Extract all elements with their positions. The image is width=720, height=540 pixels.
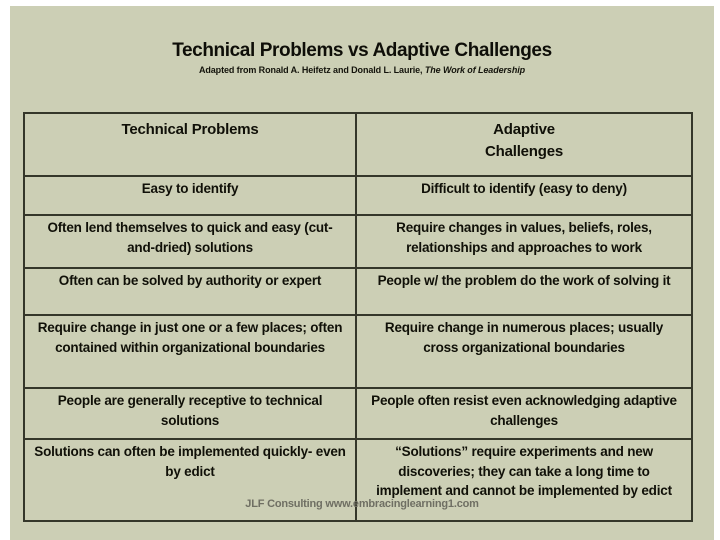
table-row: Easy to identify Difficult to identify (…: [23, 175, 693, 216]
table-row: Require change in just one or a few plac…: [23, 314, 693, 389]
comparison-table: Technical Problems Adaptive Challenges E…: [23, 112, 693, 522]
cell-technical: Often lend themselves to quick and easy …: [23, 214, 357, 269]
cell-technical: Easy to identify: [23, 175, 357, 216]
subtitle-book-title: The Work of Leadership: [424, 64, 526, 75]
slide-background: Technical Problems vs Adaptive Challenge…: [10, 6, 714, 540]
table-row: Often lend themselves to quick and easy …: [23, 214, 693, 269]
cell-adaptive: Require changes in values, beliefs, role…: [355, 214, 693, 269]
header-adaptive-challenges: Adaptive Challenges: [355, 112, 693, 177]
cell-adaptive: Difficult to identify (easy to deny): [355, 175, 693, 216]
header-technical-problems: Technical Problems: [23, 112, 357, 177]
cell-technical: Require change in just one or a few plac…: [23, 314, 357, 389]
footer-credit: JLF Consulting www.embracinglearning1.co…: [245, 498, 479, 510]
cell-technical: Solutions can often be implemented quick…: [23, 438, 357, 522]
cell-adaptive: “Solutions” require experiments and new …: [355, 438, 693, 522]
cell-adaptive: Require change in numerous places; usual…: [355, 314, 693, 389]
cell-technical: Often can be solved by authority or expe…: [23, 267, 357, 316]
table-row: Solutions can often be implemented quick…: [23, 438, 693, 522]
slide-subtitle: Adapted from Ronald A. Heifetz and Donal…: [10, 65, 714, 75]
slide-title: Technical Problems vs Adaptive Challenge…: [172, 40, 552, 61]
table-row: Often can be solved by authority or expe…: [23, 267, 693, 316]
table-row: People are generally receptive to techni…: [23, 387, 693, 440]
subtitle-attribution: Adapted from Ronald A. Heifetz and Donal…: [198, 64, 425, 75]
cell-adaptive: People w/ the problem do the work of sol…: [355, 267, 693, 316]
table-header-row: Technical Problems Adaptive Challenges: [23, 112, 693, 177]
title-block: Technical Problems vs Adaptive Challenge…: [10, 40, 714, 75]
cell-technical: People are generally receptive to techni…: [23, 387, 357, 440]
cell-adaptive: People often resist even acknowledging a…: [355, 387, 693, 440]
